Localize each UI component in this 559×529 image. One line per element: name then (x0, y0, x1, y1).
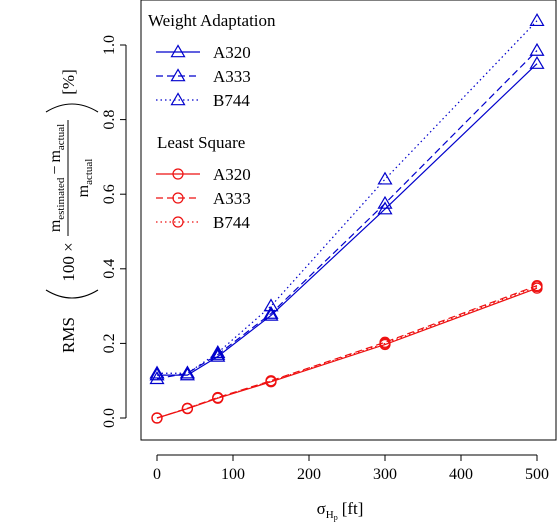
series-marker-g0-s2-p5 (529, 13, 545, 27)
legend-marker-g1-s1 (172, 192, 184, 204)
series-marker-g1-s2-p2 (212, 392, 224, 404)
num-sub2: actual (55, 124, 67, 150)
num-m1: m (47, 219, 64, 232)
series-marker-g1-s2-p5 (531, 281, 543, 293)
y-label-right-paren (45, 103, 99, 113)
x-tick-label-400: 400 (449, 466, 473, 483)
legend-label-g0-s0: A320 (213, 43, 251, 62)
series-marker-g1-s2-p0 (151, 412, 163, 424)
series-marker-g1-s2-p3 (265, 375, 277, 387)
series-marker-g0-s0-p2 (210, 348, 226, 362)
y-label-left-paren (45, 289, 99, 299)
x-tick-label-300: 300 (373, 466, 397, 483)
legend: Weight Adaptation A320 A333 B744 Least Squar… (148, 11, 276, 232)
series-marker-g0-s0-p0 (149, 367, 165, 381)
y-tick-label-5: 1.0 (101, 35, 118, 55)
num-op: − (47, 166, 64, 175)
series-marker-g0-s0-p5 (529, 55, 545, 69)
x-label-subsub: p (334, 513, 338, 522)
den-sub: actual (83, 159, 95, 185)
series-marker-g0-s2-p0 (149, 365, 165, 379)
legend-marker-g0-s2 (170, 92, 186, 106)
legend-label-g1-s1: A333 (213, 189, 251, 208)
y-tick-label-3: 0.6 (101, 184, 118, 204)
legend-marker-g0-s0 (170, 44, 186, 58)
y-axis-label: RMS 100 × mestimated−mactual mactual [%] (45, 69, 99, 353)
y-tick-label-0: 0.0 (101, 408, 118, 428)
legend-label-g0-s1: A333 (213, 67, 251, 86)
x-axis-label: σHp [ft] (317, 499, 364, 522)
num-sub1: estimated (55, 177, 67, 220)
series-marker-g1-s2-p1 (181, 402, 193, 414)
series-marker-g0-s2-p1 (179, 365, 195, 379)
legend-label-g1-s2: B744 (213, 213, 250, 232)
series-layer (149, 13, 545, 424)
series-line-g0-s1 (156, 50, 538, 380)
y-label-factor: 100 × (59, 242, 78, 281)
x-tick-label-100: 100 (221, 466, 245, 483)
series-line-g1-s2 (156, 286, 538, 419)
series-marker-g0-s1-p5 (529, 42, 545, 56)
series-marker-g0-s2-p2 (210, 345, 226, 359)
series-marker-g0-s2-p4 (377, 171, 393, 185)
series-marker-g0-s0-p3 (263, 307, 279, 321)
legend-label-g1-s0: A320 (213, 165, 251, 184)
series-marker-g0-s2-p3 (263, 298, 279, 312)
legend-marker-g0-s1 (170, 68, 186, 82)
axes: 0 100 200 300 400 500 0.0 0.2 0.4 0.6 0.8 1.0 (101, 35, 549, 483)
y-label-numerator: mestimated−mactual (47, 124, 67, 232)
legend-title-0: Weight Adaptation (148, 11, 276, 30)
y-tick-label-4: 0.8 (101, 110, 118, 130)
x-label-unit: [ft] (342, 499, 364, 518)
legend-marker-g1-s0 (172, 168, 184, 180)
den-m: m (75, 184, 92, 197)
series-marker-g0-s1-p2 (210, 346, 226, 360)
x-label-sub: H (326, 509, 334, 521)
y-label-prefix: RMS (59, 317, 78, 353)
y-label-unit: [%] (59, 69, 78, 94)
series-marker-g1-s2-p4 (379, 337, 391, 349)
series-marker-g0-s1-p3 (263, 305, 279, 319)
num-m2: m (47, 150, 64, 163)
plot-frame (140, 0, 557, 441)
legend-title-1: Least Square (157, 133, 245, 152)
x-label-main: σ (317, 499, 326, 518)
legend-label-g0-s2: B744 (213, 91, 250, 110)
x-tick-label-200: 200 (297, 466, 321, 483)
legend-marker-g1-s2 (172, 216, 184, 228)
y-tick-label-2: 0.4 (101, 259, 118, 279)
series-marker-g0-s1-p4 (377, 195, 393, 209)
x-tick-label-500: 500 (525, 466, 549, 483)
y-tick-label-1: 0.2 (101, 333, 118, 353)
y-label-denominator: mactual (75, 159, 95, 198)
x-tick-label-0: 0 (153, 466, 161, 483)
